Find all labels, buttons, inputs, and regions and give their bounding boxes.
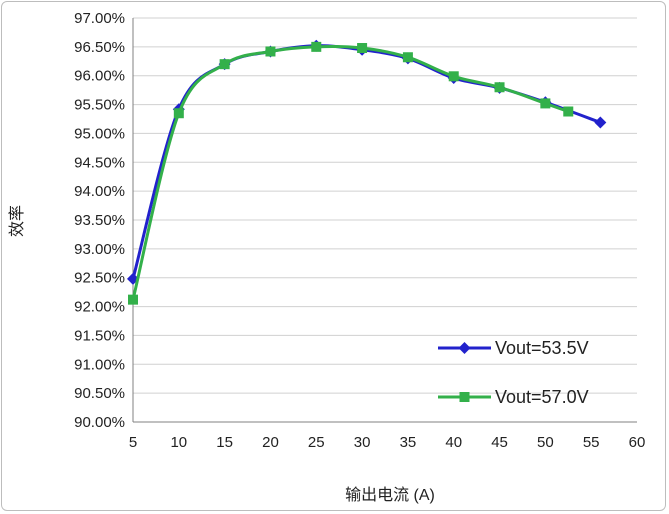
series-line	[131, 45, 569, 301]
y-tick-labels: 90.00% 90.50% 91.00% 91.50% 92.00% 92.50% 93.0…	[74, 10, 125, 431]
legend-label: Vout=57.0V	[495, 387, 589, 407]
data-point	[563, 106, 574, 117]
y-tick-label: 91.50%	[74, 327, 125, 344]
data-point	[173, 108, 184, 119]
series-2	[128, 41, 574, 305]
legend-label: Vout=53.5V	[495, 338, 589, 358]
y-tick-label: 95.00%	[74, 125, 125, 142]
grid-lines	[133, 17, 637, 394]
legend-item: Vout=57.0V	[438, 387, 589, 407]
data-point	[494, 82, 505, 93]
y-tick-label: 92.50%	[74, 270, 125, 287]
y-tick-label: 91.00%	[74, 356, 125, 373]
legend-marker	[459, 392, 470, 402]
x-tick-label: 25	[308, 434, 325, 451]
x-tick-label: 40	[445, 434, 462, 451]
y-tick-label: 94.50%	[74, 154, 125, 171]
data-point	[448, 71, 459, 82]
y-axis-title: 效率	[8, 205, 26, 237]
x-tick-label: 20	[262, 434, 279, 451]
legend: Vout=53.5V Vout=57.0V	[438, 338, 589, 407]
y-tick-label: 90.50%	[74, 385, 125, 402]
x-tick-label: 35	[400, 434, 417, 451]
x-tick-label: 30	[354, 434, 371, 451]
data-point	[402, 52, 413, 63]
axes	[132, 18, 637, 423]
x-tick-label: 55	[583, 434, 600, 451]
data-point	[594, 116, 607, 129]
y-tick-label: 92.00%	[74, 299, 125, 316]
legend-marker	[458, 342, 471, 354]
data-point	[265, 46, 276, 57]
x-tick-label: 50	[537, 434, 554, 451]
y-tick-label: 97.00%	[74, 10, 125, 27]
x-tick-label: 5	[129, 434, 137, 451]
x-tick-label: 15	[216, 434, 233, 451]
data-point	[128, 294, 138, 305]
data-point	[357, 43, 368, 54]
y-tick-label: 93.00%	[74, 241, 125, 258]
x-tick-labels: 5 10 15 20 25 30 35 40 45 50 55 60	[129, 434, 646, 451]
series-layer	[127, 39, 607, 305]
data-point	[540, 98, 551, 109]
y-tick-label: 93.50%	[74, 212, 125, 229]
y-tick-label: 96.00%	[74, 68, 125, 85]
data-point	[311, 41, 322, 52]
y-tick-label: 90.00%	[74, 414, 125, 431]
x-axis-title: 输出电流 (A)	[345, 486, 435, 504]
y-tick-label: 96.50%	[74, 39, 125, 56]
x-tick-label: 10	[170, 434, 187, 451]
y-tick-label: 95.50%	[74, 97, 125, 114]
x-tick-label: 45	[491, 434, 508, 451]
y-tick-label: 94.00%	[74, 183, 125, 200]
data-point	[219, 59, 230, 70]
x-tick-label: 60	[629, 434, 646, 451]
legend-item: Vout=53.5V	[438, 338, 589, 358]
